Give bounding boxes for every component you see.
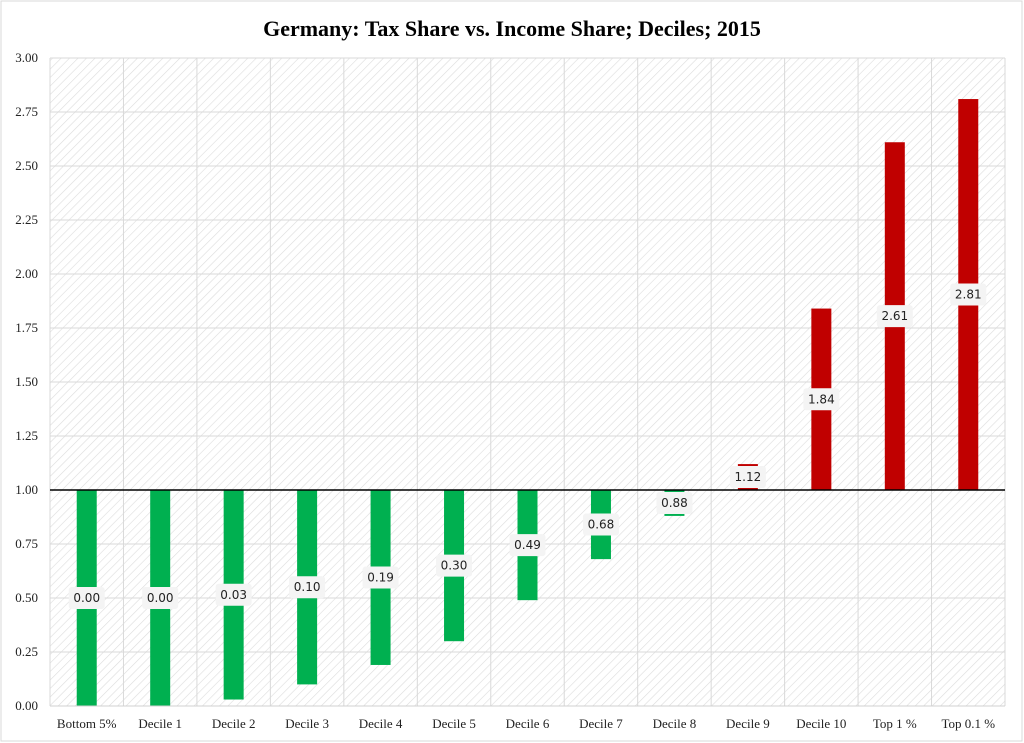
x-tick-label: Top 1 %: [873, 716, 917, 731]
x-tick-label: Decile 10: [796, 716, 846, 731]
data-label: 0.00: [147, 591, 174, 605]
y-tick-label: 0.50: [15, 590, 38, 605]
data-label: 0.10: [294, 580, 321, 594]
data-label-bg: [656, 491, 693, 514]
x-tick-label: Decile 5: [432, 716, 476, 731]
y-tick-label: 2.00: [15, 266, 38, 281]
data-label-bg: [509, 534, 546, 557]
y-tick-label: 1.00: [15, 482, 38, 497]
x-tick-label: Decile 2: [212, 716, 256, 731]
data-label: 1.84: [808, 392, 835, 406]
x-tick-label: Decile 7: [579, 716, 623, 731]
y-tick-label: 1.75: [15, 320, 38, 335]
chart-title: Germany: Tax Share vs. Income Share; Dec…: [263, 16, 761, 41]
data-label-bg: [362, 566, 399, 589]
x-tick-label: Decile 1: [138, 716, 182, 731]
data-label-bg: [729, 466, 766, 489]
data-label-bg: [215, 583, 252, 606]
data-label-bg: [142, 587, 179, 609]
y-tick-label: 2.50: [15, 158, 38, 173]
y-tick-label: 1.25: [15, 428, 38, 443]
data-label: 2.81: [955, 288, 982, 302]
data-label: 1.12: [735, 470, 762, 484]
data-label-bg: [436, 554, 473, 577]
data-label: 2.61: [881, 309, 908, 323]
y-tick-label: 0.25: [15, 644, 38, 659]
y-tick-label: 0.00: [15, 698, 38, 713]
data-label-bg: [803, 388, 840, 411]
y-tick-label: 2.75: [15, 104, 38, 119]
x-tick-label: Bottom 5%: [57, 716, 117, 731]
data-label-bg: [68, 587, 105, 609]
x-tick-label: Decile 6: [506, 716, 550, 731]
data-label: 0.68: [588, 518, 615, 532]
x-tick-label: Decile 9: [726, 716, 770, 731]
x-tick-label: Decile 4: [359, 716, 403, 731]
data-label: 0.88: [661, 496, 688, 510]
data-label: 0.00: [73, 591, 100, 605]
x-tick-label: Top 0.1 %: [941, 716, 995, 731]
y-tick-label: 1.50: [15, 374, 38, 389]
data-label-bg: [289, 576, 326, 599]
data-label: 0.30: [441, 559, 468, 573]
data-label-bg: [950, 283, 987, 306]
y-tick-label: 3.00: [15, 50, 38, 65]
data-label-bg: [876, 305, 913, 328]
data-label: 0.19: [367, 570, 394, 584]
x-tick-label: Decile 3: [285, 716, 329, 731]
data-label-bg: [582, 513, 619, 536]
data-label: 0.03: [220, 588, 247, 602]
y-tick-label: 2.25: [15, 212, 38, 227]
x-tick-label: Decile 8: [653, 716, 697, 731]
data-label: 0.49: [514, 538, 541, 552]
y-tick-label: 0.75: [15, 536, 38, 551]
